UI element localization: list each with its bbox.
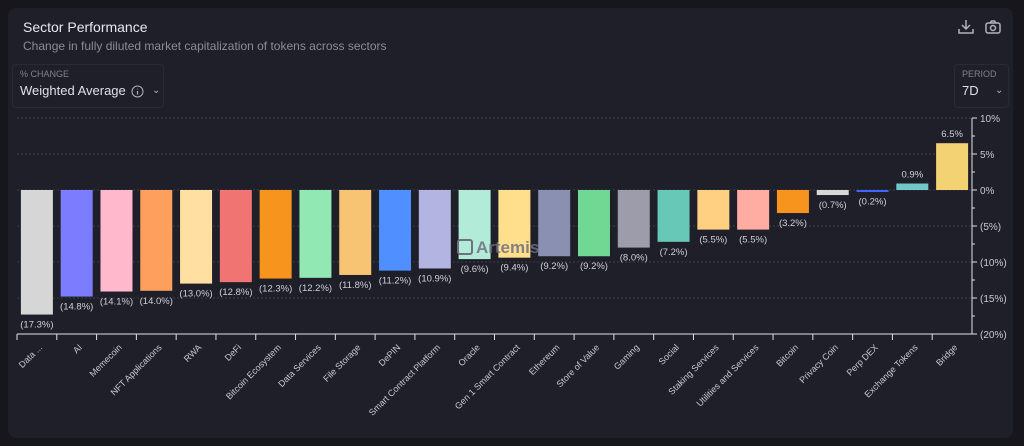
bar[interactable] xyxy=(20,190,53,315)
data-label: (8.0%) xyxy=(620,253,648,264)
watermark: Artemis xyxy=(476,238,539,257)
x-tick-label: Privacy Coin xyxy=(797,342,840,385)
data-label: (13.0%) xyxy=(179,289,212,300)
x-tick-label: Gaming xyxy=(612,342,641,371)
bar[interactable] xyxy=(856,190,889,192)
bar[interactable] xyxy=(60,190,93,297)
change-type-dropdown[interactable]: % CHANGE Weighted Average ⌄ xyxy=(12,64,164,108)
data-label: (12.8%) xyxy=(219,287,252,298)
bar[interactable] xyxy=(339,190,372,275)
x-tick-label: AI xyxy=(71,342,84,355)
x-tick-label: DeFi xyxy=(223,342,244,363)
change-value: Weighted Average xyxy=(20,83,126,98)
x-tick-label: Ethereum xyxy=(527,342,562,377)
chart-subtitle: Change in fully diluted market capitaliz… xyxy=(23,39,387,53)
bar[interactable] xyxy=(100,190,133,292)
bar[interactable] xyxy=(498,190,531,258)
x-tick-label: DePIN xyxy=(377,342,403,368)
bar[interactable] xyxy=(458,190,491,260)
x-tick-label: Social xyxy=(657,342,681,366)
data-label: (5.5%) xyxy=(699,235,727,246)
x-tick-label: Data ... xyxy=(17,342,45,370)
x-tick-label: Bridge xyxy=(934,342,959,367)
bar[interactable] xyxy=(896,183,929,190)
y-tick-label: (20%) xyxy=(980,330,1007,341)
x-tick-label: Gen 1 Smart Contract xyxy=(453,342,522,411)
data-label: (9.2%) xyxy=(540,261,568,272)
y-tick-label: 0% xyxy=(980,186,995,197)
data-label: (12.3%) xyxy=(259,284,292,295)
data-label: (10.9%) xyxy=(418,273,451,284)
bar[interactable] xyxy=(936,143,969,190)
data-label: (0.7%) xyxy=(819,200,847,211)
change-label: % CHANGE xyxy=(20,69,70,79)
bar[interactable] xyxy=(259,190,292,279)
bar[interactable] xyxy=(577,190,610,257)
bar[interactable] xyxy=(776,190,809,214)
bar[interactable] xyxy=(617,190,650,248)
data-label: (3.2%) xyxy=(779,218,807,229)
period-label: PERIOD xyxy=(962,69,997,79)
data-label: 0.9% xyxy=(901,170,923,181)
y-tick-label: 10% xyxy=(980,114,1000,125)
download-icon[interactable] xyxy=(957,18,975,36)
chart-title: Sector Performance xyxy=(23,19,148,35)
y-tick-label: 5% xyxy=(980,150,995,161)
bar[interactable] xyxy=(816,190,849,196)
data-label: (14.8%) xyxy=(60,302,93,313)
data-label: (11.2%) xyxy=(379,276,412,287)
chevron-down-icon: ⌄ xyxy=(995,85,1004,96)
x-tick-label: Bitcoin xyxy=(774,342,800,368)
data-label: (12.2%) xyxy=(299,283,332,294)
x-tick-label: Smart Contract Platform xyxy=(367,342,442,417)
camera-icon[interactable] xyxy=(984,18,1002,36)
data-label: (7.2%) xyxy=(660,247,688,258)
data-label: 6.5% xyxy=(941,129,963,140)
x-tick-label: RWA xyxy=(182,342,204,364)
bar[interactable] xyxy=(657,190,690,242)
data-label: (0.2%) xyxy=(859,196,887,207)
bar[interactable] xyxy=(418,190,451,269)
data-label: (9.2%) xyxy=(580,261,608,272)
data-label: (9.6%) xyxy=(461,264,489,275)
watermark-logo-icon xyxy=(457,239,473,255)
y-tick-label: (10%) xyxy=(980,258,1007,269)
data-label: (9.4%) xyxy=(500,263,528,274)
data-label: (5.5%) xyxy=(739,235,767,246)
info-icon[interactable] xyxy=(131,85,144,98)
x-tick-label: Oracle xyxy=(456,342,482,368)
watermark-logo: Artemis xyxy=(457,238,539,257)
bar[interactable] xyxy=(379,190,412,271)
x-tick-label: Data Services xyxy=(276,342,323,389)
period-value: 7D xyxy=(962,83,979,98)
bar[interactable] xyxy=(538,190,571,257)
x-tick-label: File Storage xyxy=(321,342,362,383)
bar[interactable] xyxy=(219,190,252,283)
bar[interactable] xyxy=(697,190,730,230)
chevron-down-icon: ⌄ xyxy=(152,85,161,96)
x-tick-label: Perp DEX xyxy=(845,342,880,377)
data-label: (17.3%) xyxy=(20,320,53,331)
bar[interactable] xyxy=(299,190,332,278)
period-dropdown[interactable]: PERIOD 7D ⌄ xyxy=(954,64,1009,108)
bar[interactable] xyxy=(180,190,213,284)
data-label: (11.8%) xyxy=(339,280,372,291)
bar-chart: (17.3%) (14.8%) (14.1%) (14.0%) (13.0%) (12.8… xyxy=(16,114,1007,418)
y-tick-label: (5%) xyxy=(980,222,1001,233)
data-label: (14.0%) xyxy=(140,296,173,307)
sector-performance-card: Sector Performance Change in fully dilut… xyxy=(8,8,1013,438)
bar[interactable] xyxy=(140,190,173,291)
y-tick-label: (15%) xyxy=(980,294,1007,305)
bar[interactable] xyxy=(737,190,770,230)
x-tick-label: Memecoin xyxy=(87,342,123,378)
data-label: (14.1%) xyxy=(100,297,133,308)
